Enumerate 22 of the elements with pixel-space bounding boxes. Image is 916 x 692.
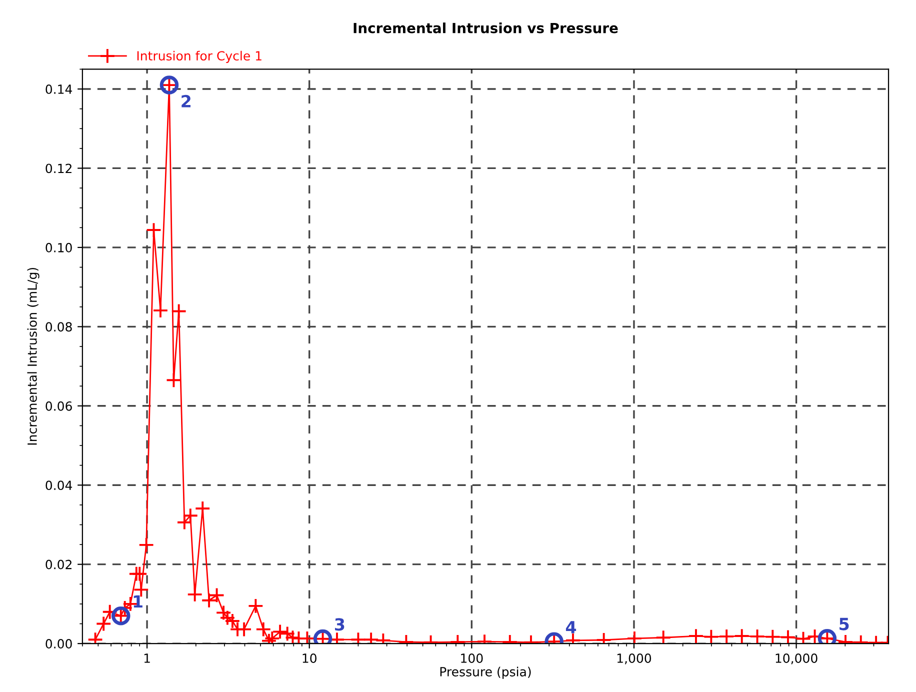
y-tick-label: 0.08 xyxy=(46,322,72,332)
annotation: 2 xyxy=(182,94,190,108)
y-tick-label: 0.04 xyxy=(46,480,72,490)
y-axis-title: Incremental Intrusion (mL/g) xyxy=(27,268,40,445)
y-tick-label: 0.02 xyxy=(46,560,72,570)
x-tick-label: 1,000 xyxy=(617,654,652,664)
annotation: 4 xyxy=(566,621,576,634)
x-tick-label: 100 xyxy=(461,654,483,663)
y-tick-label: 0.06 xyxy=(46,401,72,411)
x-axis-title: Pressure (psia) xyxy=(440,666,531,679)
y-tick-label: 0.14 xyxy=(46,84,72,94)
y-tick-label: 0.10 xyxy=(46,242,72,252)
y-tick-label: 0.00 xyxy=(46,639,72,648)
y-tick-label: 0.12 xyxy=(46,164,72,174)
chart-title: Incremental Intrusion vs Pressure xyxy=(354,22,618,34)
x-tick-label: 1 xyxy=(144,654,150,663)
annotation: 5 xyxy=(840,618,849,630)
annotation: 1 xyxy=(134,595,142,608)
x-tick-label: 10 xyxy=(302,654,316,663)
legend-label: Intrusion for Cycle 1 xyxy=(137,50,262,63)
x-tick-label: 10,000 xyxy=(776,654,818,664)
annotation: 3 xyxy=(335,618,344,631)
